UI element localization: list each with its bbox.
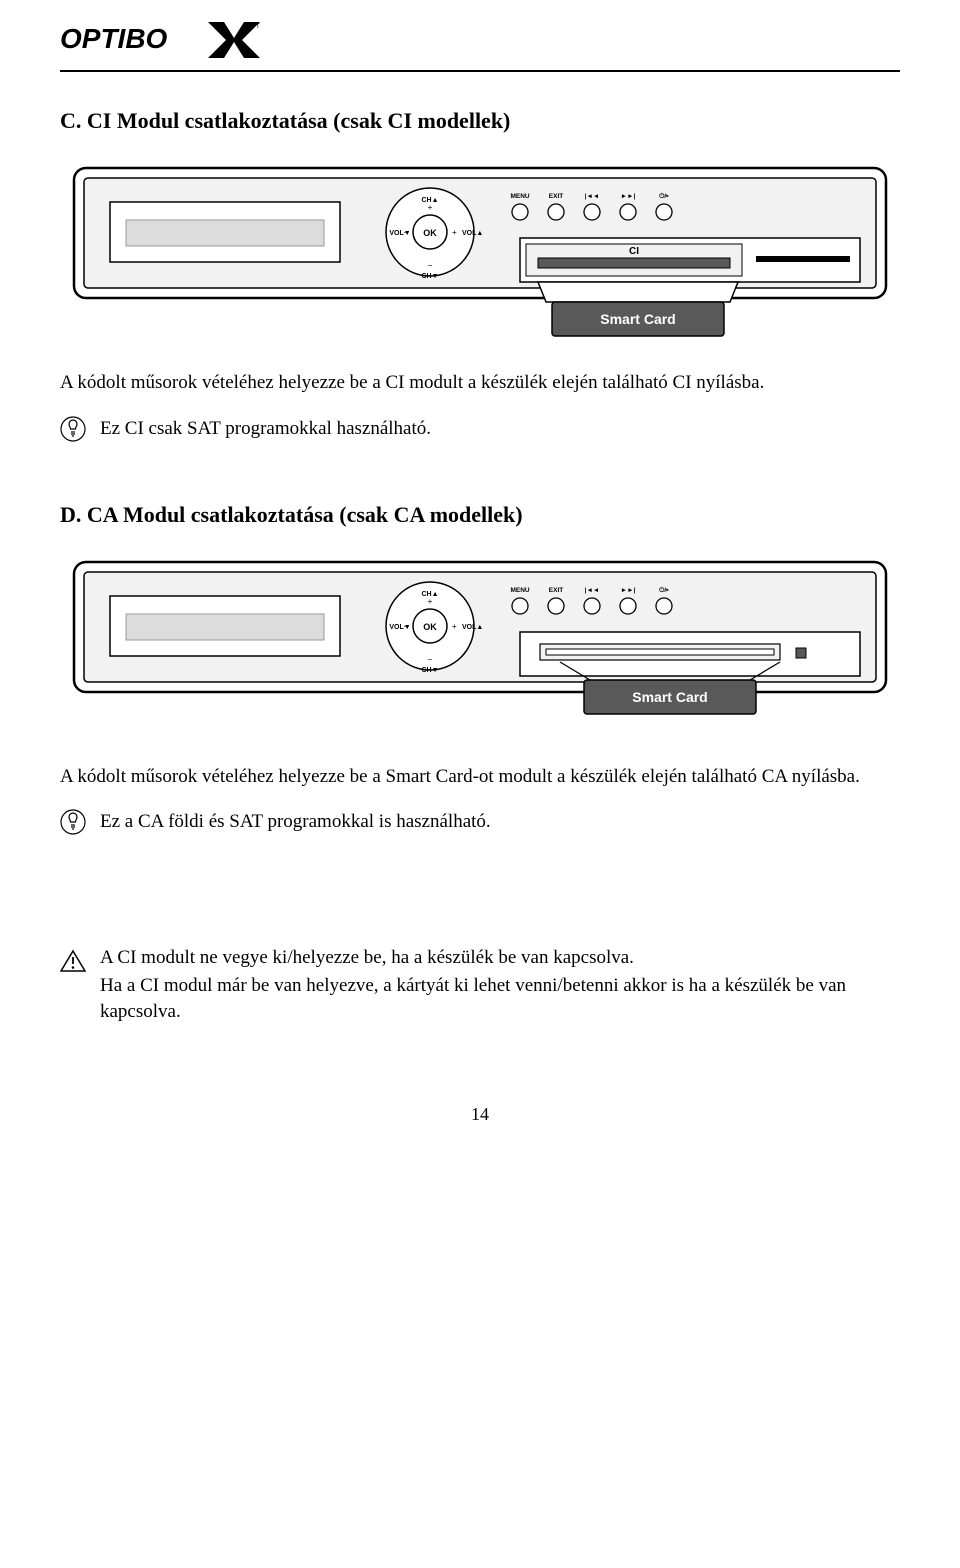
svg-text:+: + — [428, 597, 433, 606]
section-d-body: A kódolt műsorok vételéhez helyezze be a… — [60, 764, 900, 790]
section-d-heading: D. CA Modul csatlakoztatása (csak CA mod… — [60, 502, 900, 528]
optibox-logo: OPTIBO TM — [60, 20, 260, 58]
warning-icon — [60, 949, 86, 973]
svg-text:OK: OK — [423, 622, 437, 632]
section-c-body: A kódolt műsorok vételéhez helyezze be a… — [60, 370, 900, 396]
header-rule — [60, 70, 900, 72]
svg-text:MENU: MENU — [510, 193, 529, 200]
svg-text:Smart Card: Smart Card — [632, 689, 707, 705]
svg-text:VOL▲: VOL▲ — [462, 624, 483, 631]
svg-text:⏻/▸: ⏻/▸ — [659, 586, 669, 594]
lightbulb-icon — [60, 416, 86, 442]
svg-text:►►|: ►►| — [621, 193, 636, 200]
device-ca-diagram: OK CH▲ + − CH▼ VOL▼ − + VOL▲ MENU EXIT |… — [60, 558, 900, 738]
section-c-heading: C. CI Modul csatlakoztatása (csak CI mod… — [60, 108, 900, 134]
svg-text:−: − — [428, 655, 433, 664]
warning-block: A CI modult ne vegye ki/helyezze be, ha … — [60, 945, 900, 1024]
svg-text:CH▼: CH▼ — [421, 667, 438, 674]
svg-text:OK: OK — [423, 228, 437, 238]
svg-text:VOL▲: VOL▲ — [462, 230, 483, 237]
svg-text:|◄◄: |◄◄ — [585, 193, 600, 200]
svg-text:CH▼: CH▼ — [421, 273, 438, 280]
svg-text:EXIT: EXIT — [549, 193, 563, 200]
section-d-note-row: Ez a CA földi és SAT programokkal is has… — [60, 809, 900, 835]
warning-line1: A CI modult ne vegye ki/helyezze be, ha … — [100, 945, 900, 971]
svg-text:−: − — [403, 622, 408, 631]
section-d-note: Ez a CA földi és SAT programokkal is has… — [100, 809, 491, 835]
svg-text:−: − — [403, 228, 408, 237]
section-c-note-row: Ez CI csak SAT programokkal használható. — [60, 416, 900, 442]
svg-text:−: − — [428, 261, 433, 270]
svg-text:►►|: ►►| — [621, 587, 636, 594]
svg-text:TM: TM — [256, 24, 260, 30]
svg-text:+: + — [452, 622, 457, 631]
svg-text:MENU: MENU — [510, 587, 529, 594]
svg-text:|◄◄: |◄◄ — [585, 587, 600, 594]
svg-text:OPTIBO: OPTIBO — [60, 23, 168, 54]
svg-text:⏻/▸: ⏻/▸ — [659, 192, 669, 200]
svg-text:Smart Card: Smart Card — [600, 311, 675, 327]
svg-text:CI: CI — [629, 246, 639, 257]
logo-header: OPTIBO TM — [60, 20, 900, 58]
svg-text:EXIT: EXIT — [549, 587, 563, 594]
warning-line2: Ha a CI modul már be van helyezve, a kár… — [100, 973, 900, 1024]
page-number: 14 — [60, 1104, 900, 1125]
svg-text:+: + — [428, 203, 433, 212]
lightbulb-icon — [60, 809, 86, 835]
section-c-note: Ez CI csak SAT programokkal használható. — [100, 416, 431, 442]
svg-text:+: + — [452, 228, 457, 237]
device-ci-diagram: OK CH▲ + − CH▼ VOL▼ − + VOL▲ MENU EXIT |… — [60, 164, 900, 344]
